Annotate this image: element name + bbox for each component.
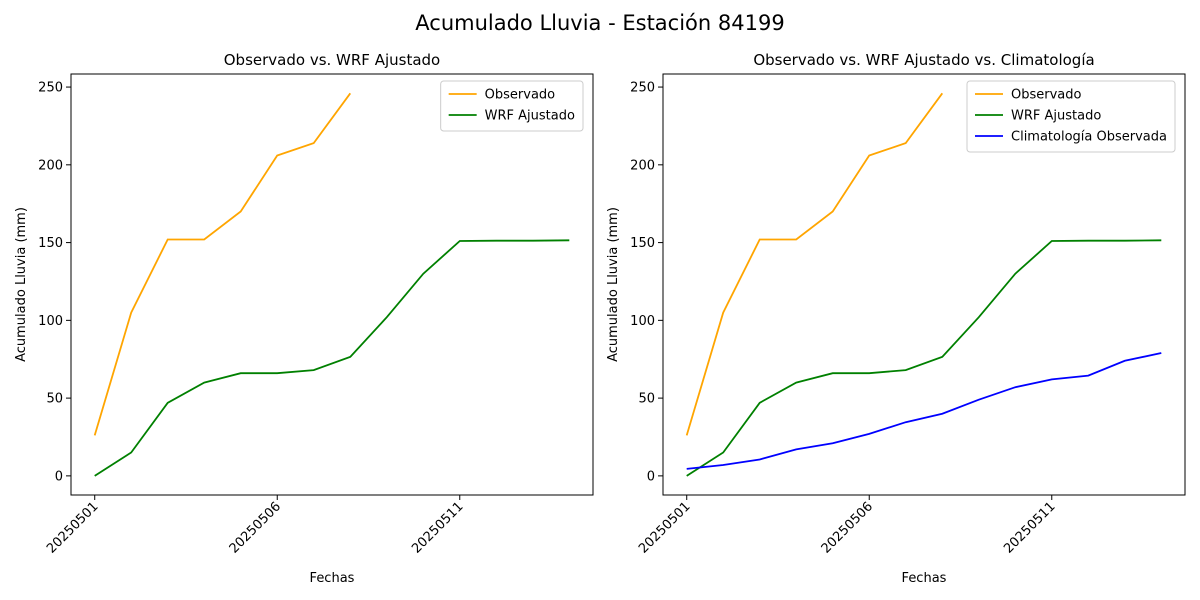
legend-label: Observado	[1011, 88, 1082, 103]
y-tick-label: 0	[647, 469, 655, 484]
y-axis-label: Acumulado Lluvia (mm)	[14, 207, 29, 362]
x-axis-label: Fechas	[902, 571, 947, 586]
legend-label: WRF Ajustado	[1011, 109, 1101, 124]
y-tick-label: 50	[638, 392, 655, 407]
x-tick-label: 20250511	[1001, 499, 1058, 556]
legend-box	[966, 80, 1176, 153]
x-tick-label: 20250501	[636, 499, 693, 556]
x-axis-label: Fechas	[310, 571, 355, 586]
axes-frame	[662, 73, 1186, 496]
series-line	[93, 92, 352, 436]
y-tick-label: 100	[630, 314, 655, 329]
y-tick-label: 0	[55, 469, 63, 484]
x-tick-label: 20250501	[44, 499, 101, 556]
axes-title: Observado vs. WRF Ajustado vs. Climatolo…	[753, 51, 1094, 69]
x-tick-label: 20250506	[819, 499, 876, 556]
y-tick-label: 100	[38, 314, 63, 329]
y-tick-label: 250	[38, 81, 63, 96]
y-tick-label: 150	[630, 236, 655, 251]
y-tick-label: 200	[38, 158, 63, 173]
series-line	[686, 239, 1162, 477]
legend-label: Observado	[485, 88, 556, 103]
legend-label: Climatología Observada	[1011, 130, 1167, 145]
axes-frame	[70, 73, 594, 496]
legend: Observado WRF Ajustado Climatología Observ…	[966, 80, 1176, 153]
series-line	[685, 92, 944, 436]
y-tick-label: 200	[630, 158, 655, 173]
y-tick-label: 50	[46, 392, 63, 407]
figure-title: Acumulado Lluvia - Estación 84199	[415, 11, 784, 35]
series-line	[686, 352, 1162, 470]
y-tick-label: 150	[38, 236, 63, 251]
y-tick-label: 250	[630, 81, 655, 96]
legend: Observado WRF Ajustado	[440, 80, 584, 132]
axes-title: Observado vs. WRF Ajustado	[224, 51, 440, 69]
legend-label: WRF Ajustado	[485, 109, 575, 124]
x-tick-label: 20250506	[227, 499, 284, 556]
x-tick-label: 20250511	[409, 499, 466, 556]
y-axis-label: Acumulado Lluvia (mm)	[606, 207, 621, 362]
series-line	[94, 239, 570, 477]
